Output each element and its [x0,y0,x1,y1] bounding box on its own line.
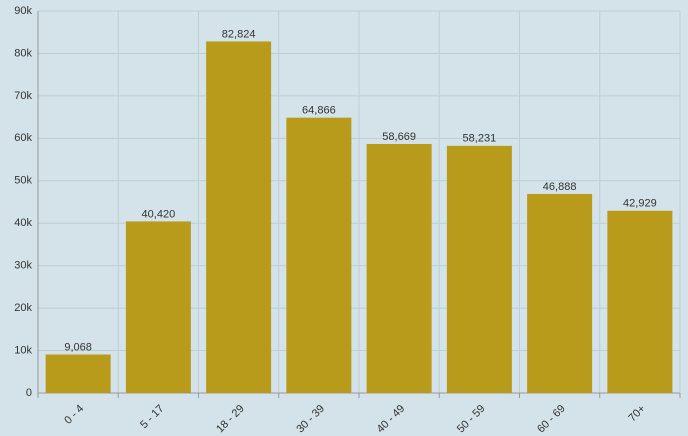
y-tick-label: 50k [14,175,32,187]
value-label: 82,824 [222,28,256,40]
value-label: 58,669 [382,131,416,143]
bar [125,221,191,393]
value-label: 46,888 [543,181,577,193]
value-label: 9,068 [64,341,92,353]
value-label: 40,420 [142,208,176,220]
y-tick-label: 0 [26,387,32,399]
value-label: 64,866 [302,105,336,117]
bar [527,193,593,393]
bar [286,117,352,393]
y-tick-label: 30k [14,260,32,272]
y-tick-label: 40k [14,217,32,229]
y-tick-label: 70k [14,90,32,102]
y-tick-label: 10k [14,344,32,356]
bar [607,210,673,393]
bar [446,145,512,393]
value-label: 42,929 [623,198,657,210]
bar [45,354,111,393]
y-tick-label: 90k [14,5,32,17]
bar [366,143,432,393]
y-tick-label: 20k [14,302,32,314]
bar [206,41,272,394]
value-label: 58,231 [463,133,497,145]
y-tick-label: 60k [14,132,32,144]
y-tick-label: 80k [14,47,32,59]
